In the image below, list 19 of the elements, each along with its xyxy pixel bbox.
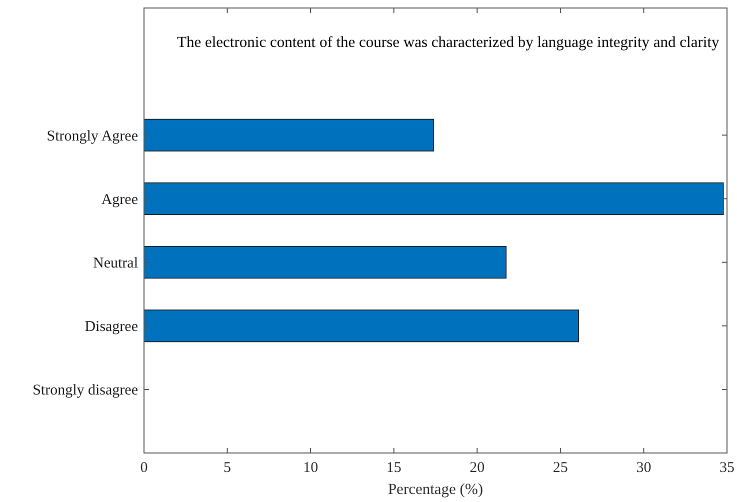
x-axis-title: Percentage (%) xyxy=(388,481,484,498)
y-tick-label: Disagree xyxy=(84,319,138,336)
x-tick-label: 15 xyxy=(386,460,402,476)
bar xyxy=(144,246,507,279)
x-tick-label: 25 xyxy=(552,460,568,476)
bar xyxy=(144,118,434,152)
x-tick-label: 5 xyxy=(224,460,232,476)
y-tick-label: Agree xyxy=(101,192,138,208)
y-tick-label: Neutral xyxy=(93,256,138,272)
chart-title: The electronic content of the course was characterized by language integrity and clarity xyxy=(177,34,720,51)
x-tick-label: 20 xyxy=(470,460,485,476)
bar xyxy=(144,182,724,216)
bar xyxy=(144,310,579,342)
x-tick-label: 30 xyxy=(636,460,652,476)
y-tick-label: Strongly disagree xyxy=(32,382,138,399)
x-tick-label: 10 xyxy=(303,460,318,476)
x-tick-label: 35 xyxy=(720,460,734,476)
y-tick-label: Strongly Agree xyxy=(46,128,138,144)
x-tick-label: 0 xyxy=(140,460,148,476)
